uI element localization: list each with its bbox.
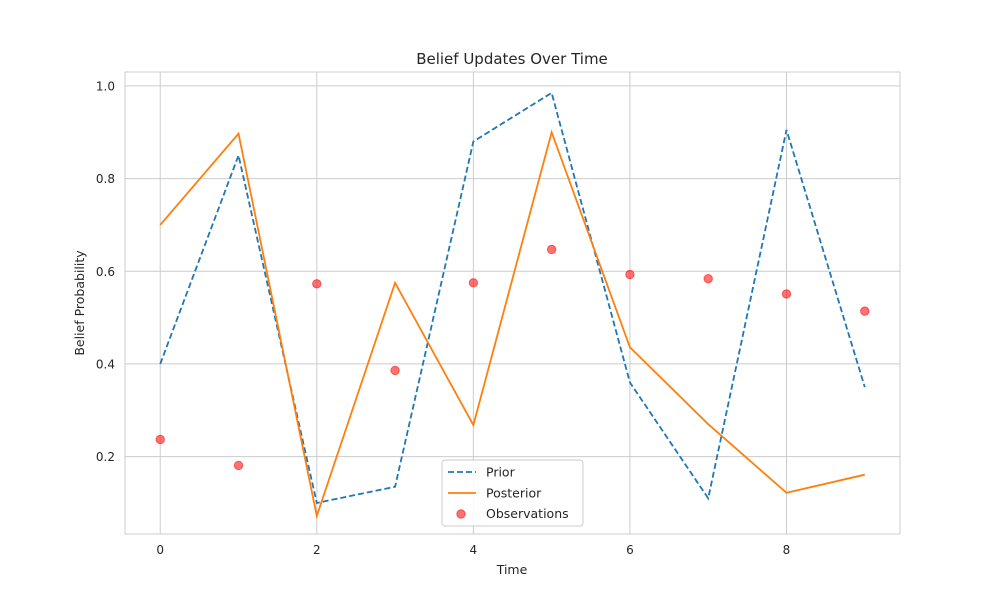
y-tick-label: 0.8 — [96, 172, 115, 186]
legend-swatch-observations — [456, 509, 466, 519]
chart-title: Belief Updates Over Time — [416, 50, 608, 68]
x-tick-label: 0 — [156, 543, 164, 557]
y-tick-label: 0.2 — [96, 450, 115, 464]
x-tick-label: 4 — [470, 543, 478, 557]
series-line-posterior — [159, 129, 865, 520]
grid — [125, 72, 900, 534]
tick-labels: 0 2 4 6 8 0.2 0.4 0.6 0.8 1.0 — [96, 79, 790, 557]
series — [155, 91, 870, 520]
observation-point — [546, 244, 557, 255]
observation-point — [625, 269, 635, 280]
observation-point — [233, 460, 244, 471]
observation-point — [781, 289, 792, 299]
legend-label-posterior: Posterior — [486, 486, 542, 501]
y-tick-label: 0.6 — [96, 265, 115, 279]
legend: Prior Posterior Observations — [441, 459, 584, 527]
legend-box — [441, 459, 584, 527]
x-tick-label: 2 — [313, 543, 321, 557]
observation-point — [703, 273, 713, 284]
x-tick-label: 6 — [626, 543, 634, 557]
y-tick-label: 1.0 — [96, 79, 115, 93]
x-axis-label: Time — [496, 562, 528, 577]
legend-label-prior: Prior — [486, 465, 516, 480]
y-tick-label: 0.4 — [96, 357, 115, 371]
y-axis-label: Belief Probability — [72, 250, 87, 356]
observation-point — [312, 279, 322, 289]
observation-point — [468, 278, 479, 288]
observation-point — [860, 306, 870, 316]
legend-label-observations: Observations — [486, 506, 569, 521]
observation-point — [390, 365, 400, 376]
observation-point — [155, 434, 165, 445]
x-tick-label: 8 — [783, 543, 791, 557]
